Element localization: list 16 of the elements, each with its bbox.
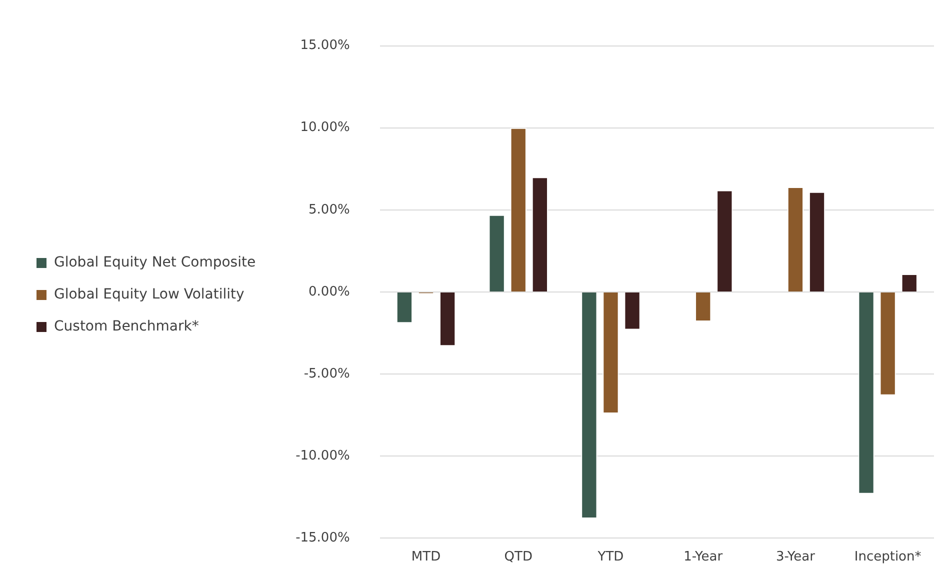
y-tick-label: 10.00% [300,120,350,136]
y-tick-label: 0.00% [308,284,350,300]
x-tick-label: MTD [411,549,441,564]
legend-label: Global Equity Net Composite [54,254,256,271]
x-tick-label: QTD [504,549,532,564]
y-tick-label: -15.00% [296,530,350,546]
x-tick-label: 3-Year [776,549,816,564]
y-tick-label: -10.00% [296,448,350,464]
legend-label: Custom Benchmark* [54,318,199,335]
y-tick-label: 5.00% [308,202,350,218]
y-tick-label: -5.00% [304,366,350,382]
y-tick-label: 15.00% [300,38,350,54]
legend-label: Global Equity Low Volatility [54,286,244,303]
x-tick-label: Inception* [854,549,922,564]
x-tick-label: 1-Year [684,549,724,564]
x-tick-label: YTD [596,549,624,564]
